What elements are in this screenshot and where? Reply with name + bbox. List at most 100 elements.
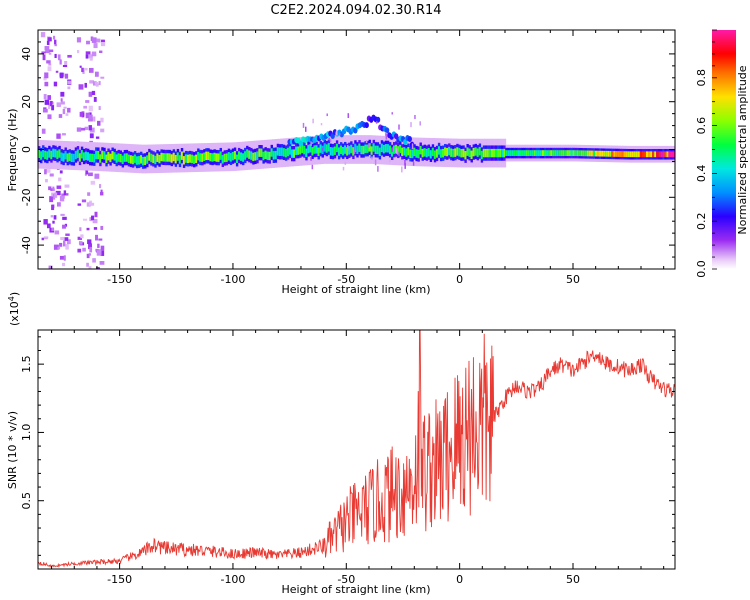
heatmap-noise-cell [312, 118, 314, 124]
y-tick-label: -40 [20, 236, 33, 254]
heatmap-noise-cell [59, 255, 65, 260]
heatmap-ridge-core [509, 150, 512, 156]
heatmap-noise-cell [67, 86, 71, 90]
heatmap-noise-cell [401, 166, 403, 173]
heatmap-noise-cell [100, 250, 105, 256]
heatmap-ridge-core [66, 153, 69, 162]
heatmap-ridge-core [558, 150, 561, 156]
heatmap-ridge-core [260, 148, 263, 157]
heatmap-ridge-core [662, 151, 665, 158]
heatmap-noise-cell [89, 57, 93, 61]
heatmap-ridge-core [125, 153, 129, 162]
heatmap-ridge-core [89, 153, 92, 162]
heatmap-ridge-core [417, 149, 420, 159]
heatmap-noise-cell [62, 64, 68, 68]
heatmap-ridge-core [370, 146, 373, 155]
heatmap-noise-cell [44, 72, 49, 79]
heatmap-ridge-core [497, 148, 500, 158]
heatmap-ridge-core [272, 151, 276, 160]
heatmap-noise-cell [53, 244, 59, 250]
heatmap-noise-cell [100, 225, 104, 230]
heatmap-ridge-core [513, 150, 516, 156]
heatmap-noise-cell [54, 39, 57, 45]
heatmap-ridge-core [568, 150, 571, 156]
snr-panel: -150 -100 -50 0 50 0.5 1.0 1.5 Height of strai… [6, 292, 676, 596]
heatmap-ridge-core [144, 156, 147, 166]
heatmap-ridge-core [64, 150, 67, 160]
heatmap-noise-cell [96, 266, 100, 269]
heatmap-noise-cell [60, 213, 65, 216]
heatmap-noise-cell [95, 136, 100, 139]
heatmap-noise-cell [57, 54, 61, 61]
heatmap-ridge-core [482, 148, 486, 158]
heatmap-ridge-core [529, 150, 533, 156]
heatmap-noise-cell [65, 233, 70, 236]
heatmap-noise-cell [54, 53, 57, 59]
heatmap-noise-cell [56, 202, 61, 207]
heatmap-noise-cell [66, 239, 71, 245]
heatmap-ridge-core [95, 150, 98, 160]
heatmap-noise-cell [43, 236, 49, 239]
heatmap-ridge-core [582, 150, 586, 157]
heatmap-ridge-core [168, 153, 171, 162]
heatmap-ridge-core [554, 150, 557, 156]
heatmap-noise-cell [54, 230, 60, 235]
heatmap-ridge-core [176, 152, 180, 161]
heatmap-ridge-core [266, 151, 269, 160]
heatmap-noise-cell [64, 61, 68, 65]
heatmap-ridge-core [250, 151, 253, 160]
heatmap-noise-cell [88, 172, 93, 177]
heatmap-noise-cell [59, 72, 64, 79]
heatmap-ridge-core [615, 151, 618, 157]
x-tick-label: -150 [107, 573, 132, 586]
heatmap-ridge-core [472, 147, 475, 157]
heatmap-noise-cell [99, 50, 103, 54]
heatmap-ridge-core [131, 155, 135, 165]
heatmap-ridge-core [537, 150, 541, 156]
heatmap-ridge-core [515, 150, 518, 156]
heatmap-noise-cell [88, 243, 92, 250]
heatmap-noise-cell [89, 200, 93, 204]
heatmap-noise-cell [395, 148, 398, 154]
heatmap-noise-cell [48, 52, 52, 55]
heatmap-ridge-core [229, 153, 233, 162]
heatmap-ridge-core [666, 151, 669, 158]
heatmap-ridge-core [56, 150, 59, 159]
heatmap-ridge-core [111, 150, 114, 160]
heatmap-ridge-core [399, 144, 402, 154]
heatmap-ridge-core [166, 153, 169, 162]
heatmap-ridge-core [592, 150, 596, 157]
heatmap-ridge-core [119, 153, 123, 163]
heatmap-ridge-core [539, 150, 543, 156]
heatmap-ridge-core [193, 155, 196, 164]
heatmap-noise-cell [54, 192, 58, 198]
heatmap-noise-cell [54, 44, 57, 47]
heatmap-ridge-core [639, 151, 643, 158]
heatmap-noise-cell [302, 122, 305, 128]
heatmap-ridge-core [209, 152, 212, 162]
heatmap-ridge-core [625, 151, 628, 158]
heatmap-ridge-core [337, 147, 341, 156]
heatmap-ridge-core [164, 153, 167, 162]
heatmap-ridge-core [68, 152, 72, 162]
heatmap-noise-cell [53, 81, 58, 87]
heatmap-ridge-core [137, 156, 141, 165]
heatmap-ridge-core [495, 148, 498, 158]
heatmap-noise-cell [48, 265, 53, 269]
heatmap-ridge-core [448, 146, 451, 156]
heatmap-ridge-core [60, 152, 63, 161]
heatmap-noise-cell [77, 203, 82, 206]
heatmap-ridge-core [346, 147, 349, 156]
heatmap-ridge-core [664, 151, 667, 158]
heatmap-noise-cell [99, 261, 105, 265]
heatmap-noise-cell [385, 133, 388, 140]
heatmap-ridge-core [256, 151, 259, 160]
heatmap-ridge-core [574, 150, 577, 157]
heatmap-ridge-core [301, 144, 304, 154]
heatmap-ridge-core [225, 153, 229, 162]
heatmap-noise-cell [64, 237, 69, 241]
heatmap-ridge-core [672, 151, 675, 158]
heatmap-noise-cell [326, 113, 328, 117]
heatmap-noise-cell [97, 120, 101, 126]
heatmap-ridge-core [215, 153, 218, 162]
